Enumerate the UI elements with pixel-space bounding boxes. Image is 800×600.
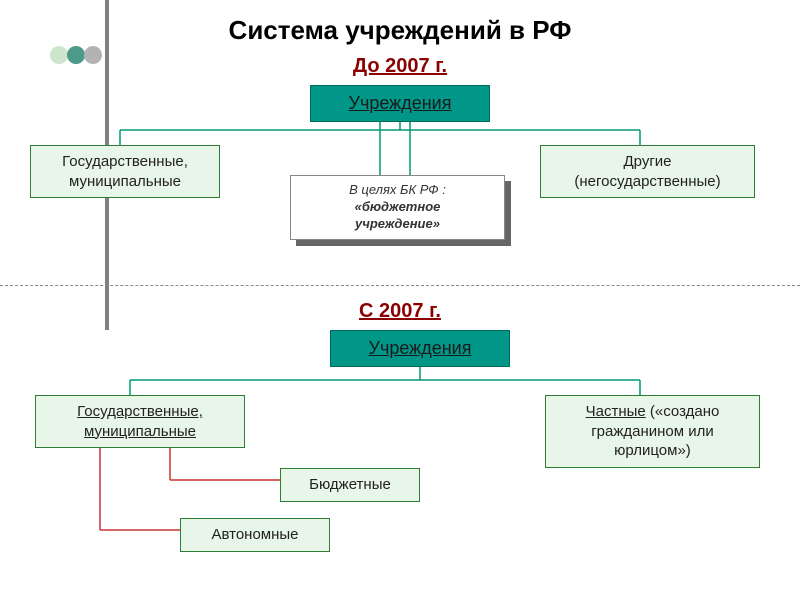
before-note: В целях БК РФ : «бюджетное учреждение» — [290, 175, 505, 240]
dot-3 — [84, 46, 102, 64]
before-left: Государственные, муниципальные — [30, 145, 220, 198]
after-right: Частные («создано гражданином или юрлицо… — [545, 395, 760, 468]
root-after: Учреждения — [330, 330, 510, 367]
page-title: Система учреждений в РФ — [0, 15, 800, 46]
dot-2 — [67, 46, 85, 64]
note-line2: «бюджетное учреждение» — [355, 199, 441, 231]
note-line1: В целях БК РФ : — [349, 182, 446, 197]
after-child-budget: Бюджетные — [280, 468, 420, 502]
dot-1 — [50, 46, 68, 64]
heading-before: До 2007 г. — [300, 55, 500, 78]
divider — [0, 285, 800, 286]
after-right-under: Частные — [586, 403, 646, 420]
after-left: Государственные, муниципальные — [35, 395, 245, 448]
root-before: Учреждения — [310, 85, 490, 122]
heading-after: С 2007 г. — [300, 300, 500, 323]
before-right: Другие (негосударственные) — [540, 145, 755, 198]
after-child-autonomous: Автономные — [180, 518, 330, 552]
